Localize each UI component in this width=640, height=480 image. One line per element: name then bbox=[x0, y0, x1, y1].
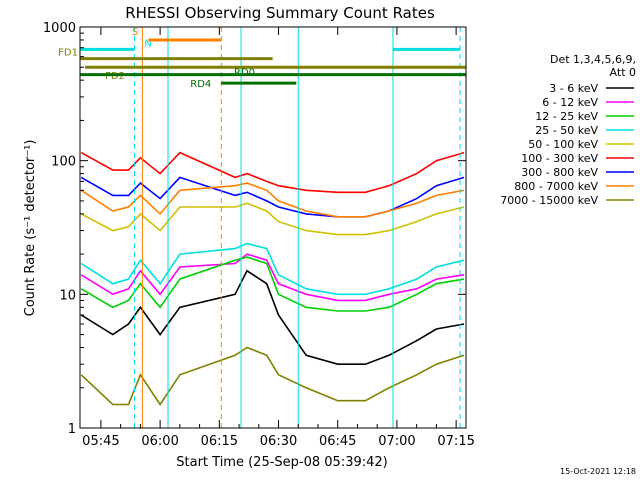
legend-label-1: 6 - 12 keV bbox=[542, 96, 598, 109]
legend-header-line: Att 0 bbox=[610, 66, 636, 79]
series-line-6-seg-0 bbox=[80, 176, 465, 218]
legend-label-4: 50 - 100 keV bbox=[528, 138, 598, 151]
series-line-4-seg-0 bbox=[80, 202, 465, 236]
annotation-label-rd4: RD4 bbox=[190, 79, 211, 90]
footer-timestamp: 15-Oct-2021 12:18 bbox=[560, 467, 636, 476]
series-line-5-seg-0 bbox=[80, 151, 465, 194]
y-axis-label: Count Rate (s⁻¹ detector⁻¹) bbox=[23, 140, 38, 317]
x-axis: 05:45 06:00 06:15 06:30 06:45 07:00 07:15 bbox=[82, 27, 475, 449]
x-tick-label: 05:45 bbox=[82, 434, 119, 449]
series-line-2-seg-0 bbox=[80, 256, 465, 312]
legend-header-line: Det 1,3,4,5,6,9, bbox=[550, 53, 636, 66]
legend-label-7: 800 - 7000 keV bbox=[514, 180, 598, 193]
x-tick-label: 06:00 bbox=[141, 434, 178, 449]
legend-label-5: 100 - 300 keV bbox=[521, 152, 598, 165]
y-tick-label: 1000 bbox=[43, 21, 76, 36]
chart-title: RHESSI Observing Summary Count Rates bbox=[125, 4, 435, 22]
series-line-1-seg-0 bbox=[80, 253, 465, 302]
x-tick-label: 07:15 bbox=[437, 434, 474, 449]
annotation-bars-layer: SN FD1 FD2 RD0 RD4 bbox=[58, 27, 466, 90]
y-tick-label: 100 bbox=[51, 155, 76, 170]
legend-label-6: 300 - 800 keV bbox=[521, 166, 598, 179]
y-tick-label: 10 bbox=[59, 288, 76, 303]
annotation-label-n: N bbox=[144, 38, 151, 49]
series-line-0-seg-0 bbox=[80, 269, 465, 366]
x-tick-label: 07:00 bbox=[378, 434, 415, 449]
x-tick-label: 06:45 bbox=[319, 434, 356, 449]
annotation-label-rd0: RD0 bbox=[234, 68, 255, 79]
x-tick-label: 06:15 bbox=[201, 434, 238, 449]
annotation-label-fd2: FD2 bbox=[105, 71, 125, 82]
x-tick-label: 06:30 bbox=[260, 434, 297, 449]
series-layer bbox=[80, 151, 465, 406]
plot-frame bbox=[79, 26, 467, 429]
y-tick-label: 1 bbox=[68, 422, 76, 437]
annotation-label-s: S bbox=[132, 27, 138, 38]
series-line-8-seg-0 bbox=[80, 346, 465, 406]
vertical-lines-layer bbox=[133, 27, 461, 428]
annotation-label-fd1: FD1 bbox=[58, 48, 78, 59]
series-line-7-seg-0 bbox=[80, 182, 465, 218]
series-line-3-seg-0 bbox=[80, 242, 465, 296]
legend-label-3: 25 - 50 keV bbox=[535, 124, 598, 137]
x-axis-label: Start Time (25-Sep-08 05:39:42) bbox=[176, 455, 387, 470]
y-axis: 1 10 100 1000 bbox=[43, 21, 466, 437]
legend-label-2: 12 - 25 keV bbox=[535, 110, 598, 123]
legend-label-0: 3 - 6 keV bbox=[549, 82, 598, 95]
legend-label-8: 7000 - 15000 keV bbox=[500, 194, 598, 207]
